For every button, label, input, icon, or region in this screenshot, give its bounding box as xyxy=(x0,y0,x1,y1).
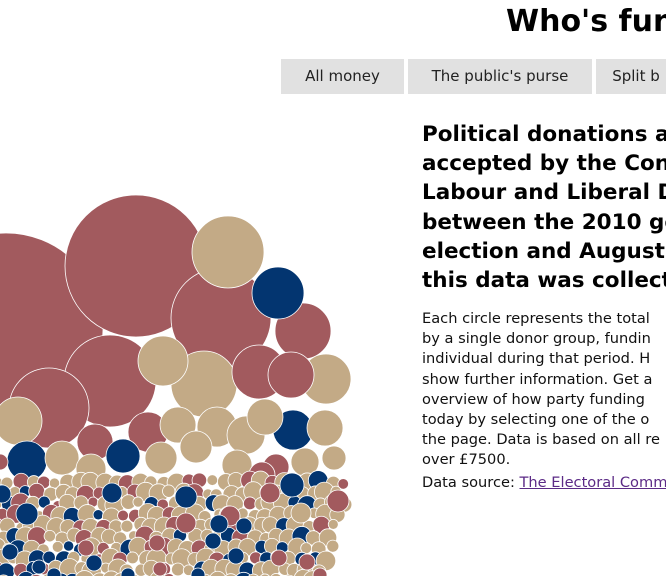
donor-bubble[interactable] xyxy=(92,509,104,521)
donor-bubble[interactable] xyxy=(162,484,176,498)
donor-bubble[interactable] xyxy=(179,430,213,464)
donor-bubble[interactable] xyxy=(6,440,48,482)
tab-public-purse[interactable]: The public's purse xyxy=(408,59,592,94)
donor-bubble[interactable] xyxy=(152,561,168,576)
donor-bubble[interactable] xyxy=(204,532,222,550)
donor-bubble[interactable] xyxy=(174,485,198,509)
donor-bubble[interactable] xyxy=(306,409,344,447)
donor-bubble[interactable] xyxy=(148,534,166,552)
donor-bubble[interactable] xyxy=(243,496,257,511)
donor-bubble[interactable] xyxy=(337,478,349,490)
headline-line: between the 2010 ger xyxy=(422,209,666,235)
headline-line: election and August 2 xyxy=(422,238,666,264)
donor-bubble-chart[interactable] xyxy=(0,110,360,576)
donor-bubble[interactable] xyxy=(290,502,312,524)
donor-bubble[interactable] xyxy=(120,567,136,576)
description-line: by a single donor group, fundin xyxy=(422,330,651,348)
description-line: individual during that period. H xyxy=(422,350,651,368)
data-source-label: Data source: xyxy=(422,474,515,491)
donor-bubble[interactable] xyxy=(279,472,305,498)
donor-bubble[interactable] xyxy=(85,554,103,572)
donor-bubble[interactable] xyxy=(235,517,253,535)
donor-bubble[interactable] xyxy=(17,571,34,576)
donor-bubble[interactable] xyxy=(105,438,141,474)
data-source-link[interactable]: The Electoral Comm xyxy=(519,474,666,491)
page-title: Who's func xyxy=(506,4,666,39)
data-source: Data source: The Electoral Comm xyxy=(422,473,666,493)
donor-bubble[interactable] xyxy=(0,453,9,471)
donor-bubble[interactable] xyxy=(31,559,47,575)
description-line: overview of how party funding xyxy=(422,390,645,408)
donor-bubble[interactable] xyxy=(246,398,284,436)
donor-bubble[interactable] xyxy=(175,512,197,534)
donor-bubble[interactable] xyxy=(117,509,129,522)
donor-bubble[interactable] xyxy=(326,489,350,513)
description-line: today by selecting one of the o xyxy=(422,411,650,429)
tab-all-money[interactable]: All money xyxy=(281,59,404,94)
donor-bubble[interactable] xyxy=(209,514,229,534)
donor-bubble[interactable] xyxy=(144,441,178,475)
donor-bubble[interactable] xyxy=(270,573,282,576)
donor-bubble[interactable] xyxy=(15,502,39,526)
donor-bubble[interactable] xyxy=(190,567,206,576)
donor-bubble[interactable] xyxy=(270,549,288,567)
donor-bubble[interactable] xyxy=(206,474,219,486)
donor-bubble[interactable] xyxy=(326,539,340,553)
donor-bubble[interactable] xyxy=(43,529,56,543)
donor-bubble[interactable] xyxy=(132,496,144,508)
donor-bubble[interactable] xyxy=(137,335,189,387)
donor-bubble[interactable] xyxy=(312,567,328,576)
donor-bubble[interactable] xyxy=(223,573,239,576)
donor-bubble[interactable] xyxy=(46,567,62,576)
donor-bubble[interactable] xyxy=(0,562,16,576)
donor-bubble[interactable] xyxy=(92,572,108,576)
description-line: the page. Data is based on all re xyxy=(422,431,660,449)
donor-bubble[interactable] xyxy=(65,572,80,576)
donor-bubble[interactable] xyxy=(259,482,281,504)
donor-bubble[interactable] xyxy=(1,543,19,561)
donor-bubble[interactable] xyxy=(209,570,226,576)
tab-split-by[interactable]: Split b xyxy=(596,59,666,94)
donor-bubble[interactable] xyxy=(171,562,185,576)
donor-bubble[interactable] xyxy=(120,519,134,533)
donor-bubble[interactable] xyxy=(63,540,75,552)
donor-bubble[interactable] xyxy=(102,570,120,576)
donor-bubble[interactable] xyxy=(321,445,347,471)
headline: Political donations an accepted by the C… xyxy=(422,120,666,295)
donor-bubble[interactable] xyxy=(101,482,123,504)
donor-bubble[interactable] xyxy=(126,551,139,565)
headline-line: this data was collecte xyxy=(422,268,666,294)
donor-bubble[interactable] xyxy=(267,351,315,399)
donor-bubble[interactable] xyxy=(0,484,12,504)
donor-bubble[interactable] xyxy=(77,539,95,557)
headline-line: Political donations an xyxy=(422,122,666,147)
donor-bubble[interactable] xyxy=(75,570,95,576)
donor-bubble[interactable] xyxy=(191,215,265,289)
donor-bubble[interactable] xyxy=(327,518,339,530)
donor-bubble[interactable] xyxy=(298,553,316,571)
description: Each circle represents the total by a si… xyxy=(422,309,666,471)
description-line: over £7500. xyxy=(422,451,511,469)
headline-line: accepted by the Cons xyxy=(422,151,666,177)
donor-bubble[interactable] xyxy=(227,547,245,565)
donor-bubble[interactable] xyxy=(163,573,175,576)
headline-line: Labour and Liberal De xyxy=(422,180,666,206)
donor-bubble[interactable] xyxy=(234,571,253,576)
description-line: Each circle represents the total xyxy=(422,310,650,327)
donor-bubble[interactable] xyxy=(44,440,80,476)
donor-bubble[interactable] xyxy=(259,573,270,576)
description-line: show further information. Get a xyxy=(422,370,653,388)
donor-bubble[interactable] xyxy=(251,266,305,320)
